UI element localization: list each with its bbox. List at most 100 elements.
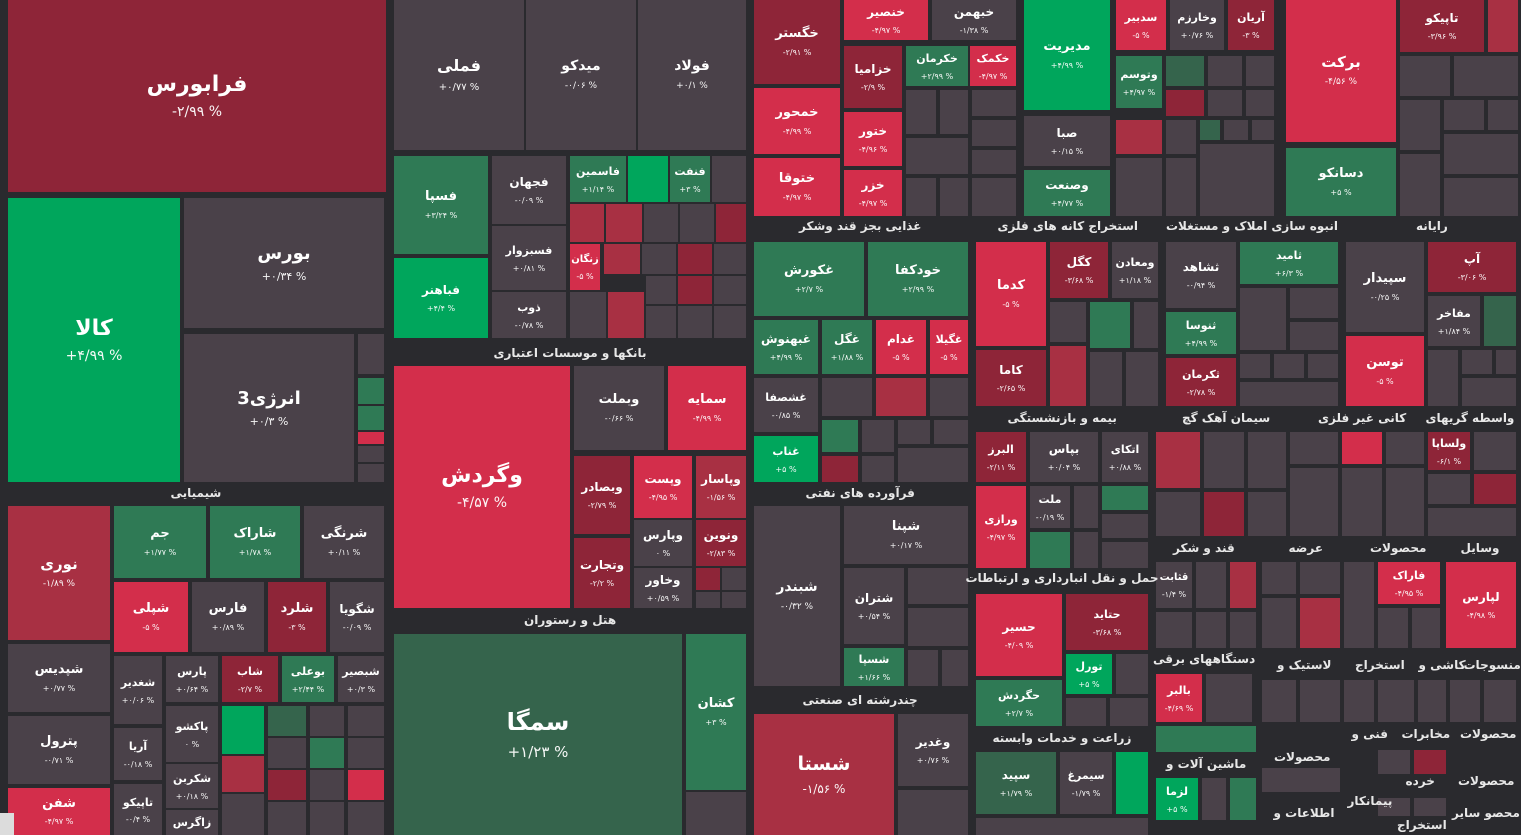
- tile-fr11[interactable]: [608, 292, 644, 338]
- tile-mm4[interactable]: [1166, 90, 1204, 116]
- tile-tb4[interactable]: [1240, 354, 1270, 378]
- tile-fsamin[interactable]: فاسمین +۱/۱۴ %: [570, 156, 626, 202]
- tile-vas4[interactable]: [1428, 508, 1516, 536]
- tile-sp1[interactable]: [1484, 296, 1516, 346]
- tile-bm2[interactable]: [1102, 486, 1148, 510]
- tile-ghshsfa[interactable]: غشصفا -۰/۸۵ %: [754, 378, 818, 432]
- tile-km3[interactable]: [1134, 302, 1158, 348]
- tile-fr2[interactable]: [606, 204, 642, 242]
- tile-rr9[interactable]: [1444, 178, 1518, 216]
- tile-khmehvar[interactable]: خمحور -۴/۹۹ %: [754, 88, 840, 154]
- tile-fnft[interactable]: فنفت +۳ %: [670, 156, 710, 202]
- tile-dg1[interactable]: [1206, 674, 1252, 722]
- tile-lk1[interactable]: [1262, 680, 1296, 722]
- tile-semga[interactable]: سمگا +۱/۲۳ %: [394, 634, 682, 835]
- tile-sh1[interactable]: [908, 568, 968, 604]
- tile-lk4[interactable]: [1378, 680, 1414, 722]
- tile-rr1[interactable]: [1488, 0, 1518, 52]
- tile-hgardesh[interactable]: حگردش +۲/۷ %: [976, 680, 1062, 726]
- tile-vrazi[interactable]: ورازی -۴/۹۷ %: [976, 486, 1026, 568]
- tile-mm7[interactable]: [1116, 120, 1162, 154]
- tile-cs9[interactable]: [222, 794, 264, 835]
- tile-ma3[interactable]: [1156, 726, 1256, 752]
- tile-cg8[interactable]: [1342, 432, 1382, 464]
- tile-sm6[interactable]: [358, 464, 384, 482]
- tile-lk5[interactable]: [1418, 680, 1446, 722]
- tile-vpost[interactable]: وپست -۴/۹۵ %: [634, 456, 692, 518]
- tile-khgostar[interactable]: خگستر -۲/۹۱ %: [754, 0, 840, 84]
- tile-zz2[interactable]: [976, 818, 1148, 835]
- tile-midko[interactable]: میدکو -۰/۰۶ %: [526, 0, 636, 150]
- tile-zz1[interactable]: [1116, 752, 1148, 814]
- tile-mm14[interactable]: [1200, 144, 1274, 216]
- tile-fr_b[interactable]: [1412, 608, 1440, 648]
- tile-kama[interactable]: کاما -۲/۶۵ %: [976, 350, 1046, 406]
- tile-shghadir[interactable]: شغدیر +۰/۰۶ %: [114, 656, 162, 724]
- tile-rr7[interactable]: [1444, 134, 1518, 174]
- tile-kh8[interactable]: [940, 178, 968, 216]
- tile-ht2[interactable]: [1066, 698, 1106, 726]
- tile-nouri[interactable]: نوری -۱/۸۹ %: [8, 506, 110, 640]
- tile-mm9[interactable]: [1200, 120, 1220, 140]
- tile-km5[interactable]: [1090, 352, 1122, 406]
- tile-barekat[interactable]: برکت -۴/۵۶ %: [1286, 0, 1396, 142]
- tile-ma2[interactable]: [1230, 778, 1256, 820]
- tile-bm3[interactable]: [1102, 514, 1148, 538]
- tile-mm3[interactable]: [1246, 56, 1274, 86]
- tile-bpas[interactable]: بپاس +۰/۰۴ %: [1030, 432, 1098, 482]
- tile-sepid[interactable]: سپید +۱/۷۹ %: [976, 752, 1056, 814]
- tile-fsabzevar[interactable]: فسبزوار +۰/۸۱ %: [492, 226, 566, 290]
- tile-kh4[interactable]: [972, 120, 1016, 146]
- tile-fspa[interactable]: فسپا +۳/۲۴ %: [394, 156, 488, 254]
- tile-vas3[interactable]: [1474, 474, 1516, 504]
- tile-ht3[interactable]: [1110, 698, 1148, 726]
- tile-mm11[interactable]: [1252, 120, 1274, 140]
- tile-rr5[interactable]: [1444, 100, 1484, 130]
- tile-vtejarat[interactable]: وتجارت -۲/۲ %: [574, 538, 630, 608]
- tile-cs10[interactable]: [268, 770, 306, 800]
- tile-vkhavar[interactable]: وخاور +۰/۵۹ %: [634, 568, 692, 608]
- tile-vg1[interactable]: [898, 790, 968, 835]
- tile-tb2[interactable]: [1290, 288, 1338, 318]
- tile-kagal[interactable]: کگل -۳/۶۸ %: [1050, 242, 1108, 298]
- tile-qg5[interactable]: [1230, 612, 1256, 648]
- tile-cs15[interactable]: [348, 802, 384, 835]
- tile-sharak[interactable]: شاراک +۱/۷۸ %: [210, 506, 300, 578]
- tile-vsanat[interactable]: وصنعت +۴/۷۷ %: [1024, 170, 1110, 216]
- tile-gg1[interactable]: [822, 378, 872, 416]
- tile-vb3[interactable]: [696, 592, 720, 608]
- tile-vas1[interactable]: [1474, 432, 1516, 470]
- tile-vb2[interactable]: [722, 568, 746, 590]
- tile-mh1[interactable]: [1262, 768, 1340, 792]
- tile-cg4[interactable]: [1156, 492, 1200, 536]
- tile-fr12[interactable]: [646, 276, 676, 304]
- tile-shafan[interactable]: شفن -۴/۹۷ %: [8, 788, 110, 835]
- tile-farabourse[interactable]: فرابورس -۲/۹۹ %: [8, 0, 386, 192]
- tile-tnosa[interactable]: ثنوسا +۴/۹۹ %: [1166, 312, 1236, 354]
- tile-sh2[interactable]: [908, 608, 968, 646]
- tile-fr3[interactable]: [644, 204, 678, 242]
- tile-sp2[interactable]: [1428, 350, 1458, 406]
- tile-ghkorosh[interactable]: غکورش +۲/۷ %: [754, 242, 864, 316]
- tile-khodkafa[interactable]: خودکفا +۲/۹۹ %: [868, 242, 968, 316]
- tile-gg4[interactable]: [822, 420, 858, 452]
- tile-gg10[interactable]: [898, 448, 968, 482]
- tile-fr13[interactable]: [678, 276, 712, 304]
- tile-rr3[interactable]: [1454, 56, 1518, 96]
- tile-foolad[interactable]: فولاد +۰/۱ %: [638, 0, 746, 150]
- tile-gg9[interactable]: [862, 456, 894, 482]
- tile-fr14[interactable]: [714, 276, 746, 304]
- tile-vas2[interactable]: [1428, 474, 1470, 504]
- tile-fr5[interactable]: [716, 204, 746, 242]
- tile-tb1[interactable]: [1240, 288, 1286, 350]
- tile-cg5[interactable]: [1204, 492, 1244, 536]
- tile-kh1[interactable]: [906, 90, 936, 134]
- tile-mm10[interactable]: [1224, 120, 1248, 140]
- tile-zagros[interactable]: زاگرس: [166, 810, 218, 835]
- tile-balir[interactable]: بالبر -۴/۶۹ %: [1156, 674, 1202, 722]
- tile-sm5[interactable]: [358, 446, 384, 462]
- tile-km2[interactable]: [1090, 302, 1130, 348]
- tile-htayed[interactable]: حتاید -۳/۶۸ %: [1066, 594, 1148, 650]
- scrollbar-corner[interactable]: [0, 813, 14, 835]
- tile-shapli[interactable]: شپلی -۵ %: [114, 582, 188, 652]
